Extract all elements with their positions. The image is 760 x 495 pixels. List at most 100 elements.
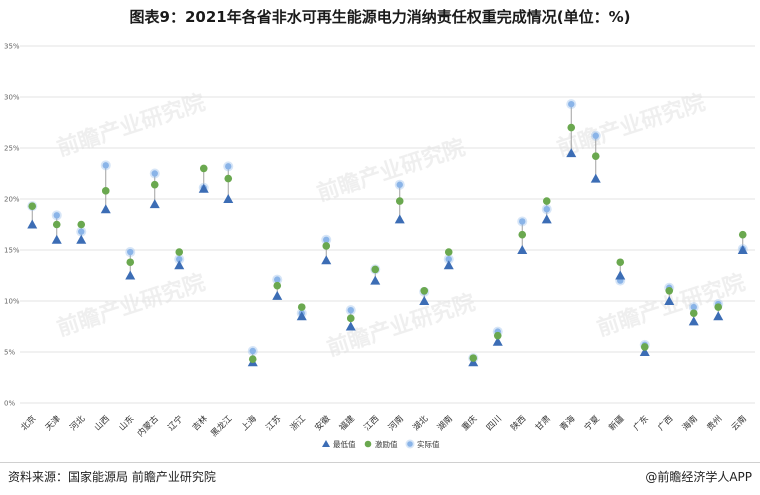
x-axis-labels: 北京 天津 河北 山西 山东 内蒙古 辽宁 吉林 黑龙江 上海 江苏 浙江 安徽 福建 江西 河南 湖北 湖南 重庆…: [19, 413, 749, 439]
min-marker: [149, 199, 160, 209]
x-label-江西: 江西: [362, 414, 381, 433]
source-note: 资料来源：国家能源局 前瞻产业研究院: [8, 470, 216, 484]
actual-marker: [592, 132, 599, 139]
watermark-text-1: 前瞻产业研究院: [54, 89, 209, 161]
incentive-marker: [175, 248, 184, 256]
incentive-marker: [640, 343, 649, 351]
x-label-黑龙江: 黑龙江: [209, 413, 235, 439]
x-label-云南: 云南: [729, 413, 749, 433]
x-label-重庆: 重庆: [460, 413, 480, 433]
min-marker: [419, 296, 430, 305]
x-label-海南: 海南: [680, 413, 700, 433]
actual-marker: [151, 170, 158, 177]
y-tick-label: 5%: [4, 349, 15, 357]
x-label-青海: 青海: [558, 413, 578, 433]
y-tick-label: 30%: [4, 94, 20, 102]
min-marker: [615, 270, 626, 280]
actual-marker: [102, 162, 109, 169]
min-marker: [492, 336, 503, 346]
incentive-marker: [738, 230, 747, 239]
min-marker: [321, 255, 332, 265]
incentive-marker: [52, 220, 61, 229]
min-marker: [125, 270, 136, 280]
data-markers: [27, 99, 748, 367]
legend-symbol-incentive: [364, 440, 372, 448]
y-tick-label: 15%: [4, 247, 20, 255]
actual-marker: [445, 255, 452, 263]
incentive-marker: [567, 123, 576, 132]
x-label-湖北: 湖北: [411, 414, 430, 433]
watermark-text-5: 前瞻产业研究院: [324, 289, 479, 361]
x-label-广东: 广东: [631, 413, 651, 433]
legend-symbol-actual: [407, 441, 413, 447]
min-marker: [517, 245, 528, 254]
x-label-陕西: 陕西: [509, 413, 529, 433]
y-tick-label: 35%: [4, 43, 20, 51]
incentive-marker: [469, 354, 478, 362]
x-label-广西: 广西: [656, 413, 676, 433]
incentive-marker: [77, 220, 86, 229]
x-label-湖南: 湖南: [435, 413, 455, 433]
x-label-甘肃: 甘肃: [533, 413, 553, 433]
legend: 最低值 激励值 实际值: [322, 439, 440, 449]
incentive-marker: [273, 281, 282, 290]
x-label-河南: 河南: [386, 413, 406, 433]
incentive-marker: [665, 287, 674, 295]
min-marker: [174, 260, 185, 270]
x-label-贵州: 贵州: [705, 413, 725, 433]
incentive-marker: [248, 355, 257, 363]
min-marker: [688, 316, 699, 326]
y-tick-label: 10%: [4, 298, 20, 306]
brand-label: @前瞻经济学人APP: [645, 470, 752, 484]
min-marker: [272, 290, 283, 300]
actual-marker: [568, 100, 575, 108]
x-label-山西: 山西: [92, 413, 112, 433]
actual-marker: [519, 218, 526, 225]
y-tick-label: 25%: [4, 145, 20, 153]
min-marker: [443, 260, 454, 270]
incentive-marker: [322, 242, 331, 250]
min-marker: [198, 183, 209, 193]
actual-marker: [396, 181, 403, 188]
incentive-marker: [150, 180, 159, 189]
incentive-marker: [518, 230, 527, 239]
incentive-marker: [616, 258, 625, 267]
actual-marker: [176, 255, 183, 263]
min-marker: [664, 296, 675, 305]
incentive-marker: [689, 309, 698, 318]
actual-marker: [690, 303, 697, 311]
min-marker: [541, 214, 552, 224]
incentive-marker: [224, 174, 233, 183]
incentive-marker: [591, 152, 600, 160]
min-marker: [51, 234, 62, 244]
watermark-text-4: 前瞻产业研究院: [54, 269, 209, 341]
min-marker: [100, 204, 111, 214]
actual-marker: [347, 306, 354, 314]
y-tick-label: 20%: [4, 196, 20, 204]
legend-label: 最低值: [333, 439, 356, 449]
min-marker: [566, 148, 577, 158]
actual-marker: [53, 212, 60, 219]
actual-marker: [225, 163, 232, 170]
min-marker: [394, 214, 405, 224]
footer-divider: [0, 462, 760, 463]
actual-marker: [127, 248, 134, 256]
legend-label: 实际值: [417, 439, 440, 449]
x-label-福建: 福建: [337, 413, 357, 433]
incentive-marker: [371, 265, 380, 274]
x-label-浙江: 浙江: [288, 413, 308, 433]
gridlines: 0% 5% 10% 15% 20% 25% 30% 35%: [4, 43, 755, 408]
incentive-marker: [101, 187, 110, 195]
incentive-marker: [126, 258, 135, 267]
incentive-marker: [714, 303, 723, 311]
chart-title: 图表9：2021年各省非水可再生能源电力消纳责任权重完成情况(单位：%): [129, 8, 631, 26]
incentive-marker: [199, 164, 208, 173]
actual-marker: [274, 276, 281, 283]
watermark-text-3: 前瞻产业研究院: [554, 89, 709, 161]
incentive-marker: [28, 202, 37, 210]
incentive-marker: [420, 287, 429, 295]
incentive-marker: [395, 197, 404, 205]
incentive-marker: [297, 303, 306, 311]
min-marker: [639, 347, 650, 356]
